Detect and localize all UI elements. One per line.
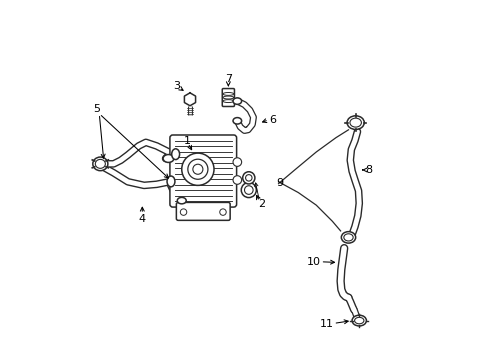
Ellipse shape <box>223 93 233 95</box>
Circle shape <box>192 164 203 174</box>
Circle shape <box>245 175 251 181</box>
Ellipse shape <box>341 231 355 243</box>
Text: 7: 7 <box>224 74 231 84</box>
Text: 6: 6 <box>268 115 275 125</box>
Ellipse shape <box>93 157 108 171</box>
Ellipse shape <box>351 315 366 326</box>
Circle shape <box>187 159 207 179</box>
Circle shape <box>182 153 214 185</box>
Circle shape <box>219 209 226 215</box>
Text: 5: 5 <box>93 104 100 114</box>
Text: 2: 2 <box>258 199 264 210</box>
FancyBboxPatch shape <box>222 89 234 107</box>
Ellipse shape <box>171 149 179 159</box>
Ellipse shape <box>343 234 352 241</box>
Ellipse shape <box>163 154 174 162</box>
Ellipse shape <box>354 318 363 324</box>
Ellipse shape <box>167 176 175 187</box>
Ellipse shape <box>223 96 233 99</box>
Text: 9: 9 <box>276 178 283 188</box>
Text: 4: 4 <box>139 214 145 224</box>
Ellipse shape <box>233 118 241 124</box>
Text: 11: 11 <box>319 319 333 329</box>
Circle shape <box>233 158 241 166</box>
Circle shape <box>242 172 254 184</box>
Text: 10: 10 <box>305 257 320 267</box>
Circle shape <box>244 186 253 194</box>
Circle shape <box>241 183 256 198</box>
Circle shape <box>180 209 186 215</box>
Ellipse shape <box>346 116 364 130</box>
FancyBboxPatch shape <box>169 135 236 207</box>
Ellipse shape <box>233 98 241 104</box>
Text: 1: 1 <box>183 136 190 145</box>
Circle shape <box>233 176 241 184</box>
Ellipse shape <box>223 100 233 103</box>
Text: 3: 3 <box>173 81 180 91</box>
Text: 8: 8 <box>365 165 372 175</box>
Ellipse shape <box>349 118 361 127</box>
Ellipse shape <box>95 159 105 168</box>
Ellipse shape <box>177 197 186 204</box>
FancyBboxPatch shape <box>176 202 230 220</box>
